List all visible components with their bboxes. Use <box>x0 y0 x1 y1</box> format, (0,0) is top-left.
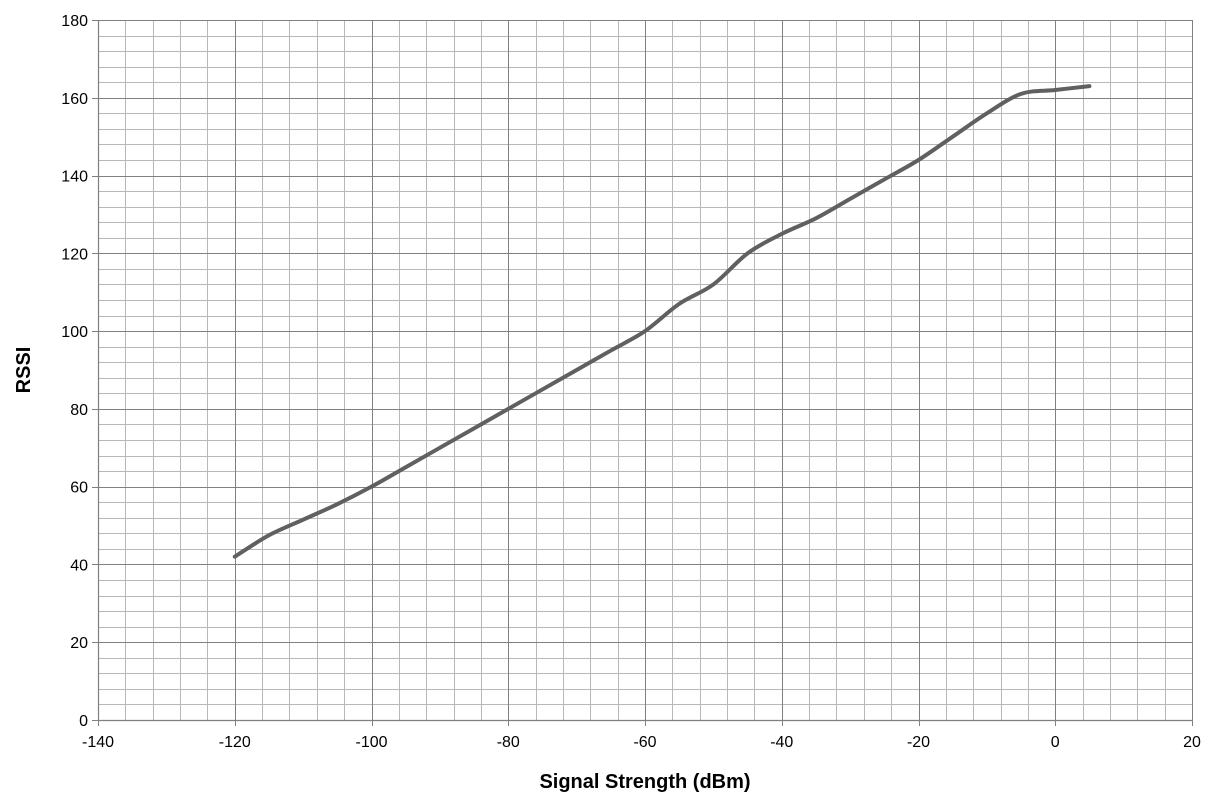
x-axis-title: Signal Strength (dBm) <box>539 771 750 793</box>
y-tick-label: 140 <box>61 169 88 186</box>
y-axis-title: RSSI <box>13 347 35 394</box>
x-tick-label: -100 <box>355 734 387 751</box>
y-tick-label: 120 <box>61 246 88 263</box>
y-tick-label: 40 <box>70 557 88 574</box>
x-tick-label: 0 <box>1051 734 1060 751</box>
x-tick-label: -140 <box>82 734 114 751</box>
y-tick-label: 60 <box>70 480 88 497</box>
y-tick-label: 80 <box>70 402 88 419</box>
x-tick-label: -80 <box>497 734 520 751</box>
x-tick-label: -20 <box>907 734 930 751</box>
y-tick-label: 100 <box>61 324 88 341</box>
series-line-0 <box>232 84 1092 559</box>
x-tick-label: -40 <box>770 734 793 751</box>
y-tick-label: 0 <box>79 713 88 730</box>
y-tick-label: 180 <box>61 13 88 30</box>
x-tick-label: -120 <box>219 734 251 751</box>
y-axis-ticks: 0 20 40 60 80 100 120 140 160 180 <box>61 13 98 730</box>
y-tick-label: 20 <box>70 635 88 652</box>
x-tick-label: 20 <box>1183 734 1201 751</box>
y-tick-label: 160 <box>61 91 88 108</box>
x-tick-label: -60 <box>633 734 656 751</box>
x-axis-ticks: -140 -120 -100 -80 -60 -40 -20 0 20 <box>82 720 1201 751</box>
series-group <box>232 84 1092 559</box>
